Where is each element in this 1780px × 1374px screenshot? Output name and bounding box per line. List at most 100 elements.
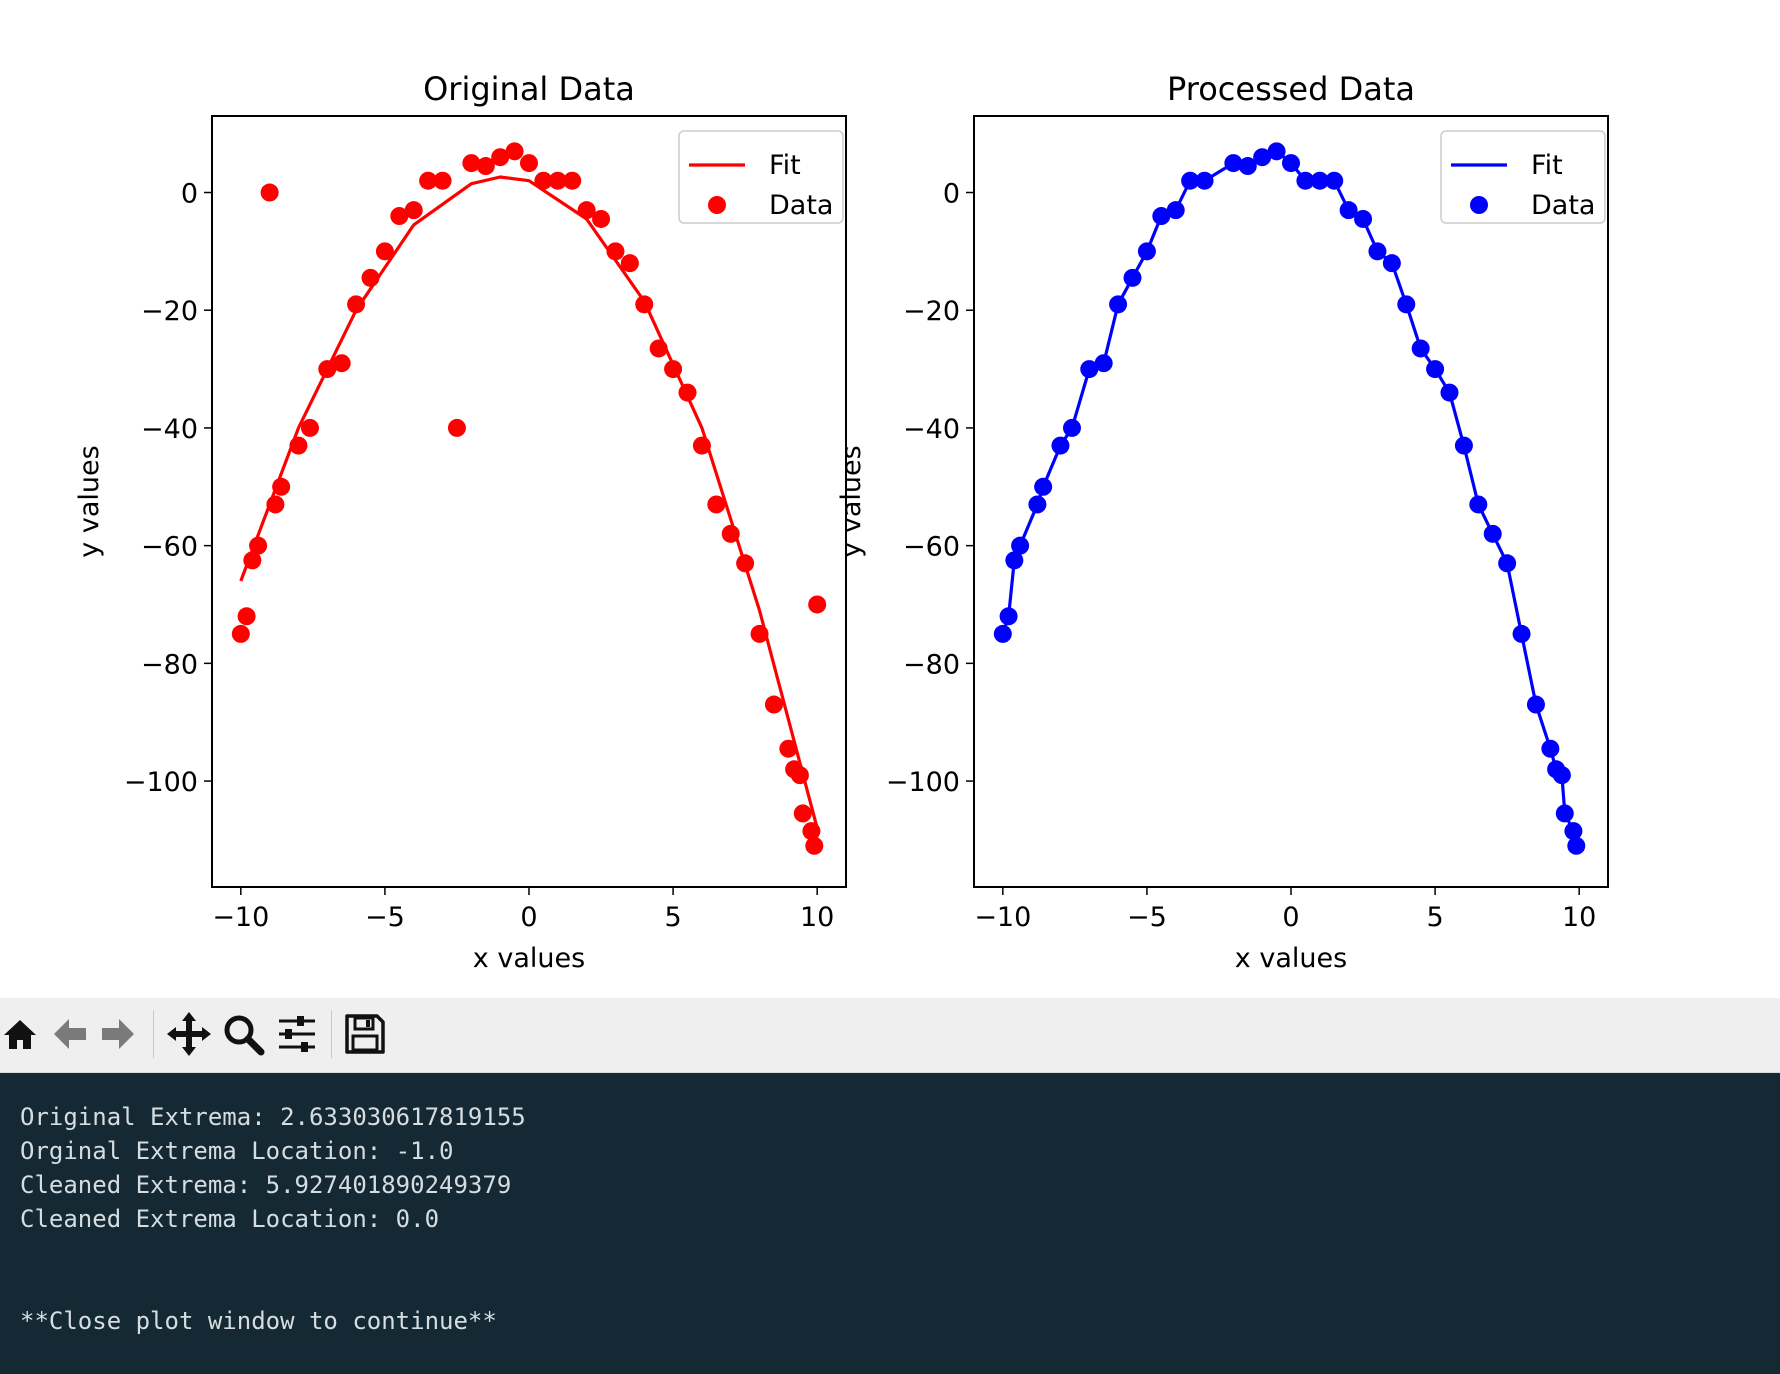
home-button[interactable] <box>0 1008 40 1060</box>
data-point <box>332 354 351 373</box>
y-tick-label: 0 <box>181 179 198 210</box>
x-tick-label: 10 <box>1562 902 1596 933</box>
data-point <box>1253 148 1272 167</box>
data-point <box>1267 142 1286 161</box>
data-point <box>1426 360 1445 379</box>
data-point <box>1354 209 1373 228</box>
data-point <box>635 295 654 314</box>
data-point <box>1028 495 1047 514</box>
data-point <box>491 148 510 167</box>
legend-data-swatch <box>708 196 726 214</box>
data-point <box>404 201 423 220</box>
data-point <box>462 154 481 173</box>
data-point <box>419 171 438 190</box>
data-point <box>620 254 639 273</box>
data-point <box>1152 207 1171 226</box>
data-point <box>390 207 409 226</box>
configure-subplots-button[interactable] <box>272 1008 322 1060</box>
forward-button[interactable] <box>96 1008 140 1060</box>
legend-data-swatch <box>1470 196 1488 214</box>
data-point <box>347 295 366 314</box>
data-point <box>1062 418 1081 437</box>
data-point <box>548 171 567 190</box>
y-tick-label: −40 <box>903 414 960 445</box>
data-point <box>1051 436 1070 455</box>
data-point <box>721 524 740 543</box>
data-point <box>793 804 812 823</box>
fit-line <box>1001 149 1578 847</box>
back-arrow-icon <box>54 1019 86 1049</box>
x-tick-label: −5 <box>1127 902 1167 933</box>
data-point <box>577 201 596 220</box>
x-tick-label: −5 <box>365 902 405 933</box>
data-point <box>1109 295 1128 314</box>
data-point <box>231 624 250 643</box>
data-point <box>664 360 683 379</box>
legend-data-label: Data <box>1531 190 1595 221</box>
console-line-close-prompt: **Close plot window to continue** <box>20 1307 497 1335</box>
data-point <box>300 418 319 437</box>
legend: Fit Data <box>1440 130 1606 224</box>
data-point <box>1541 739 1560 758</box>
y-tick-label: −60 <box>903 532 960 563</box>
data-point <box>505 142 524 161</box>
subplot-1: Original Data −10 −5 0 5 10 0 −20 −40 −60 −80 −100 x… <box>74 70 847 974</box>
data-point <box>649 339 668 358</box>
data-point <box>447 418 466 437</box>
data-point <box>1567 836 1586 855</box>
y-tick-label: −60 <box>141 532 198 563</box>
zoom-button[interactable] <box>218 1008 268 1060</box>
configure-subplots-icon <box>279 1016 315 1052</box>
save-icon <box>345 1014 385 1054</box>
data-point <box>993 624 1012 643</box>
data-point <box>1296 171 1315 190</box>
data-point <box>805 836 824 855</box>
data-point <box>592 209 611 228</box>
legend-data-label: Data <box>769 190 833 221</box>
data-point <box>1181 171 1200 190</box>
y-tick-label: −20 <box>903 296 960 327</box>
console-line-original-extrema: Original Extrema: 2.633030617819155 <box>20 1103 526 1131</box>
data-point <box>1339 201 1358 220</box>
data-point <box>750 624 769 643</box>
data-point <box>520 154 538 173</box>
y-tick-label: −20 <box>141 296 198 327</box>
x-axis-label: x values <box>1235 943 1347 974</box>
data-point <box>707 495 726 514</box>
x-tick-label: −10 <box>212 902 269 933</box>
save-button[interactable] <box>340 1008 390 1060</box>
home-icon <box>4 1020 36 1049</box>
data-point <box>692 436 711 455</box>
toolbar-separator <box>153 1010 154 1058</box>
data-point <box>1166 201 1185 220</box>
plot-area <box>231 142 827 855</box>
y-axis-label: y values <box>74 445 105 557</box>
data-point <box>1498 554 1517 573</box>
x-tick-label: 10 <box>800 902 834 933</box>
data-point <box>318 360 337 379</box>
data-point <box>260 183 279 202</box>
console-line-cleaned-extrema-location: Cleaned Extrema Location: 0.0 <box>20 1205 440 1233</box>
data-point <box>790 766 809 785</box>
data-point <box>1411 339 1430 358</box>
data-point <box>1325 171 1344 190</box>
data-point <box>1440 383 1459 402</box>
data-point <box>1080 360 1099 379</box>
data-point <box>1564 822 1583 841</box>
data-point <box>433 171 452 190</box>
data-point <box>1310 171 1329 190</box>
data-point <box>1552 766 1571 785</box>
legend-fit-label: Fit <box>769 150 801 181</box>
terminal-output: Original Extrema: 2.633030617819155 Orgi… <box>0 1073 1780 1374</box>
data-point <box>802 822 821 841</box>
data-point <box>1368 242 1387 261</box>
pan-button[interactable] <box>164 1008 214 1060</box>
chart-title: Processed Data <box>1167 70 1415 108</box>
y-tick-label: −80 <box>903 649 960 680</box>
data-point <box>1397 295 1416 314</box>
x-tick-label: 0 <box>520 902 537 933</box>
data-point <box>678 383 697 402</box>
back-button[interactable] <box>48 1008 92 1060</box>
data-point <box>736 554 755 573</box>
data-point <box>1483 524 1502 543</box>
